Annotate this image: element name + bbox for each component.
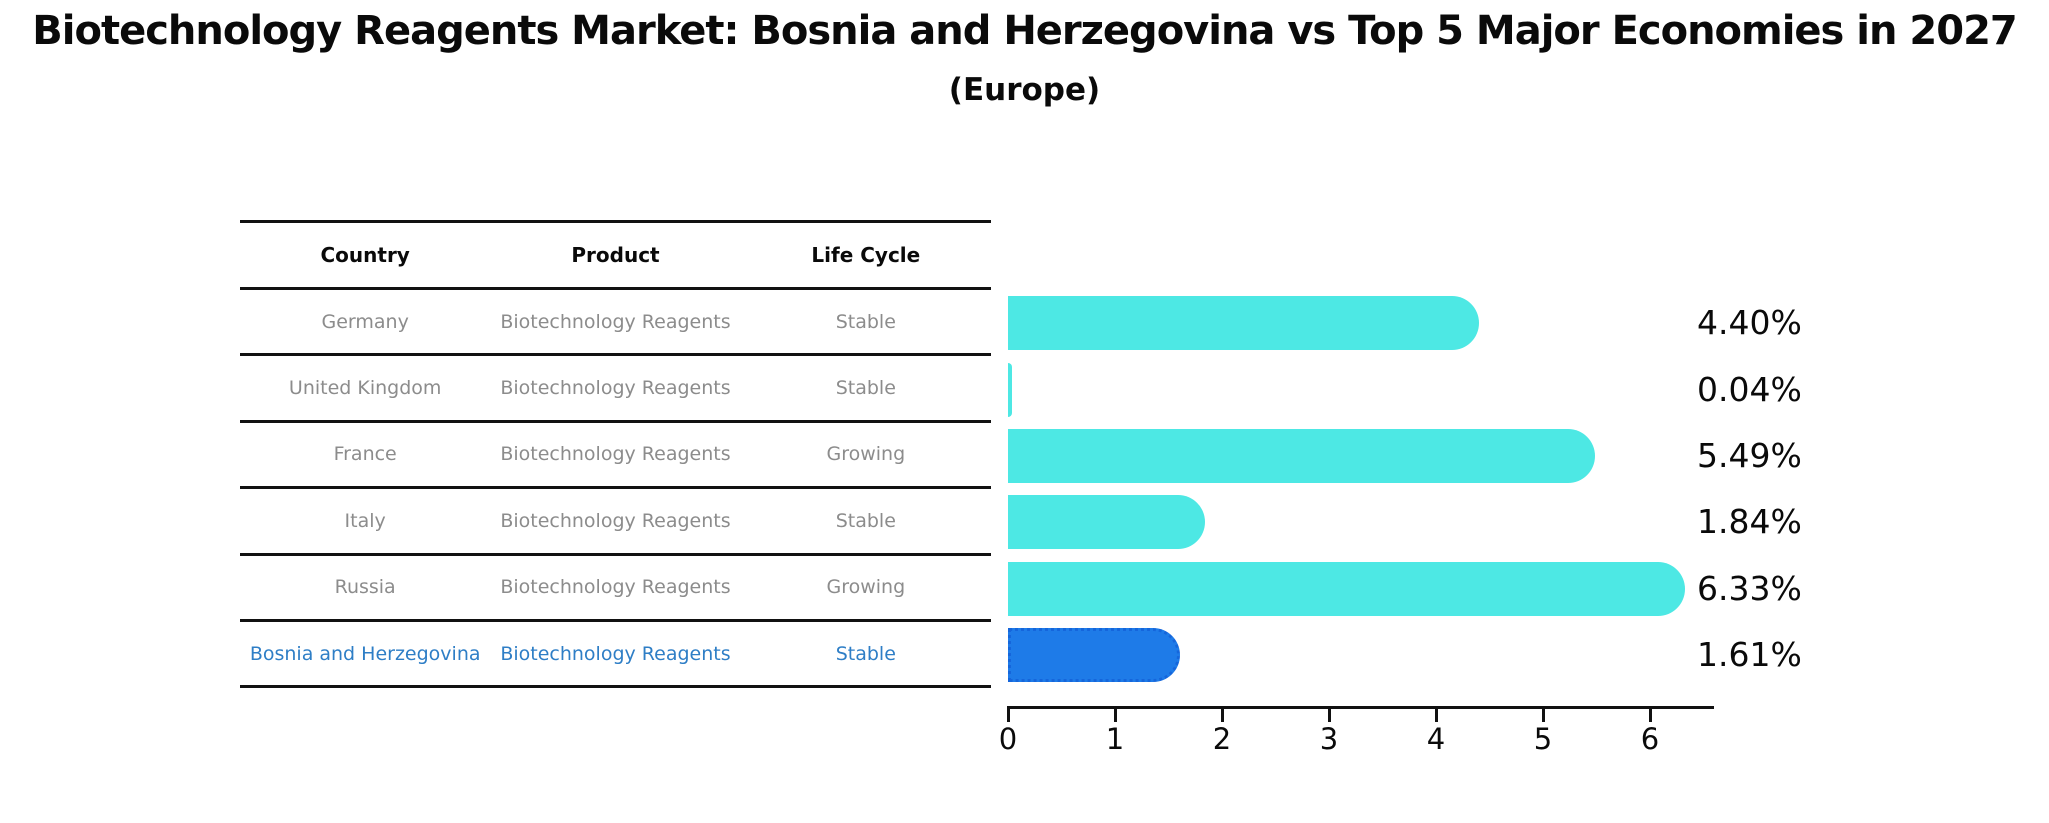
x-axis-tick bbox=[1006, 706, 1010, 722]
table-cell-product: Biotechnology Reagents bbox=[500, 310, 731, 333]
bar bbox=[1008, 561, 1686, 616]
x-axis-tick bbox=[1220, 706, 1224, 722]
table-row: Italy Biotechnology Reagents Stable bbox=[240, 489, 991, 556]
x-axis-tick bbox=[1434, 706, 1438, 722]
table-cell-country: Germany bbox=[321, 310, 409, 333]
highlight-bar bbox=[1008, 628, 1181, 683]
table-cell-country: United Kingdom bbox=[288, 377, 442, 400]
value-label: 5.49% bbox=[1697, 436, 1802, 475]
table-cell-life-cycle: Growing bbox=[826, 443, 906, 466]
bar bbox=[1008, 429, 1596, 483]
x-axis-tick bbox=[1113, 706, 1117, 722]
table-cell-country: Bosnia and Herzegovina bbox=[249, 642, 481, 665]
table-row: Bosnia and Herzegovina Biotechnology Reag… bbox=[240, 622, 991, 689]
chart-title: Biotechnology Reagents Market: Bosnia an… bbox=[32, 8, 2017, 54]
x-axis-tick-label: 6 bbox=[1640, 722, 1660, 756]
x-axis-tick bbox=[1541, 706, 1545, 722]
x-axis-tick-label: 0 bbox=[998, 722, 1018, 756]
table-cell-life-cycle: Stable bbox=[835, 642, 896, 665]
table-cell-product: Biotechnology Reagents bbox=[500, 443, 731, 466]
table-row: France Biotechnology Reagents Growing bbox=[240, 423, 991, 490]
x-axis-tick-label: 1 bbox=[1105, 722, 1125, 756]
bar bbox=[1008, 495, 1205, 550]
table-header-cell: Life Cycle bbox=[811, 243, 921, 267]
comparison-table: Country Product Life Cycle Germany Biotechno… bbox=[240, 220, 991, 689]
table-cell-product: Biotechnology Reagents bbox=[500, 576, 731, 599]
value-label: 0.04% bbox=[1697, 369, 1802, 409]
table-cell-product: Biotechnology Reagents bbox=[500, 509, 731, 532]
table-row: Germany Biotechnology Reagents Stable bbox=[240, 290, 991, 357]
table-header-cell: Product bbox=[571, 243, 660, 267]
x-axis-tick-label: 5 bbox=[1533, 722, 1553, 756]
value-label: 1.61% bbox=[1697, 635, 1802, 675]
x-axis-tick bbox=[1327, 706, 1331, 722]
value-label: 4.40% bbox=[1697, 303, 1802, 343]
table-cell-country: Italy bbox=[344, 509, 386, 532]
table-cell-country: France bbox=[333, 443, 397, 466]
chart-subtitle: (Europe) bbox=[948, 72, 1101, 108]
table-cell-product: Biotechnology Reagents bbox=[500, 642, 731, 665]
table-cell-life-cycle: Stable bbox=[835, 310, 896, 333]
value-label: 1.84% bbox=[1697, 502, 1802, 542]
table-cell-life-cycle: Growing bbox=[826, 576, 906, 599]
bar bbox=[1008, 296, 1479, 351]
bar bbox=[1008, 362, 1013, 417]
table-row: Russia Biotechnology Reagents Growing bbox=[240, 556, 991, 622]
table-row: United Kingdom Biotechnology Reagents Stab… bbox=[240, 356, 991, 423]
x-axis-tick-label: 4 bbox=[1426, 722, 1446, 756]
x-axis-tick bbox=[1648, 706, 1652, 722]
x-axis-line bbox=[1008, 706, 1714, 709]
x-axis-tick-label: 3 bbox=[1319, 722, 1339, 756]
value-label: 6.33% bbox=[1697, 568, 1802, 608]
table-cell-life-cycle: Stable bbox=[835, 377, 896, 400]
x-axis-tick-label: 2 bbox=[1212, 722, 1232, 756]
table-cell-life-cycle: Stable bbox=[835, 509, 896, 532]
table-cell-product: Biotechnology Reagents bbox=[500, 377, 731, 400]
table-cell-country: Russia bbox=[334, 576, 396, 599]
table-header-row: Country Product Life Cycle bbox=[240, 223, 991, 290]
table-header-cell: Country bbox=[320, 243, 410, 267]
